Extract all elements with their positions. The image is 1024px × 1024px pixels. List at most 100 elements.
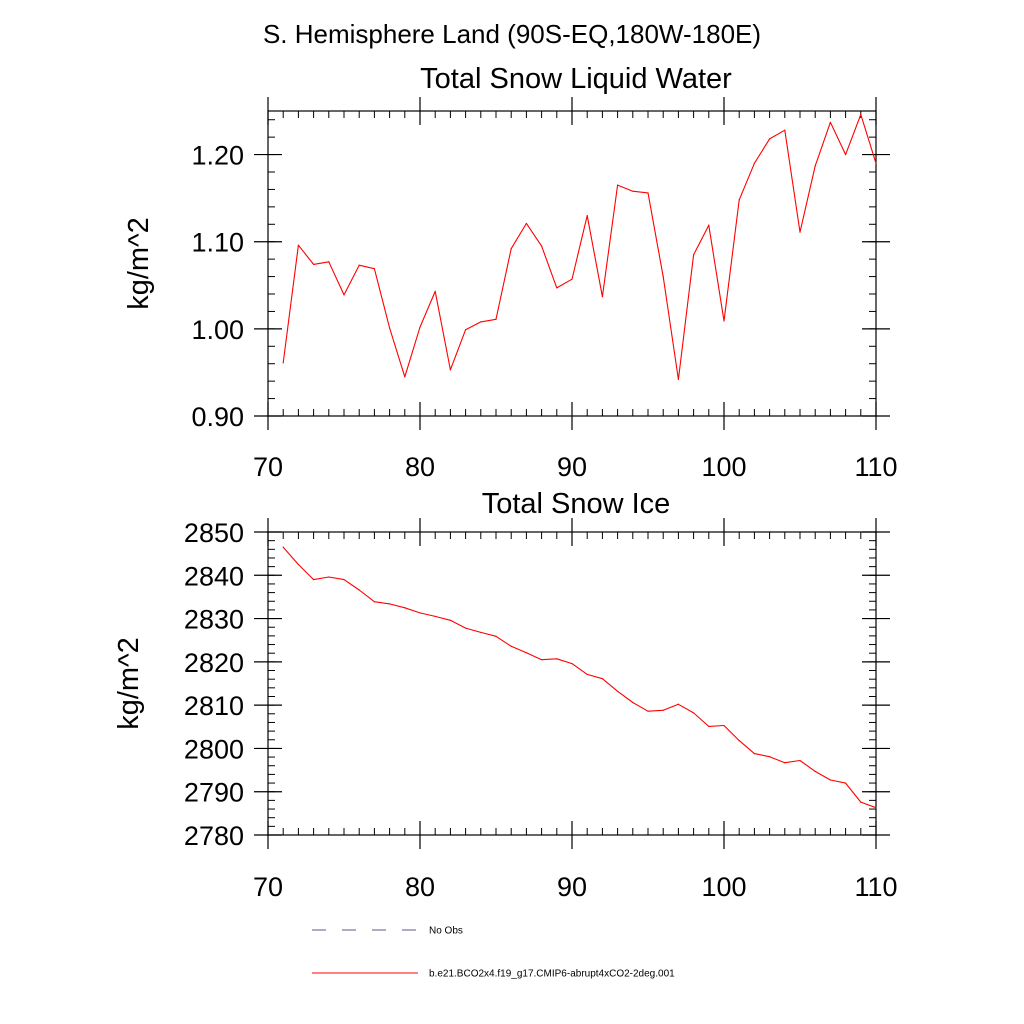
data-point xyxy=(297,563,299,566)
region-title: S. Hemisphere Land (90S-EQ,180W-180E) xyxy=(263,19,761,49)
data-point xyxy=(860,113,862,116)
data-point xyxy=(373,601,375,603)
x-tick-label: 110 xyxy=(854,872,897,902)
x-tick-label: 80 xyxy=(405,872,435,902)
data-point xyxy=(617,184,619,186)
data-point xyxy=(662,275,664,278)
panel-snow-ice: Total Snow Ice kg/m^2 2780 2790 2800 2810 2820… xyxy=(113,488,898,902)
series-line xyxy=(282,113,877,380)
y-tick-label: 1.20 xyxy=(191,141,244,171)
data-point xyxy=(525,222,528,225)
data-point xyxy=(480,631,482,634)
data-point xyxy=(845,153,847,156)
data-point xyxy=(434,290,436,292)
data-point xyxy=(677,378,680,380)
data-point xyxy=(480,321,482,323)
data-point xyxy=(784,762,786,764)
data-point xyxy=(723,724,725,727)
y-tick-label: 2790 xyxy=(184,778,244,808)
data-point xyxy=(343,294,345,296)
y-tick-label: 2780 xyxy=(184,821,244,851)
x-tick-label: 90 xyxy=(557,452,587,482)
data-point xyxy=(723,320,725,322)
data-point xyxy=(282,362,284,364)
data-point xyxy=(449,619,451,621)
chart-title: Total Snow Ice xyxy=(482,488,671,520)
data-point xyxy=(829,779,832,781)
data-point xyxy=(358,264,360,266)
y-tick-label: 2840 xyxy=(184,561,244,591)
data-point xyxy=(465,627,467,629)
y-tick-label: 2800 xyxy=(184,734,244,764)
data-point xyxy=(449,369,451,371)
data-point xyxy=(586,214,588,217)
x-tick-label: 70 xyxy=(253,872,283,902)
data-point xyxy=(875,162,877,164)
data-point xyxy=(541,245,543,247)
data-point xyxy=(510,248,512,250)
y-tick-label: 0.90 xyxy=(191,402,244,432)
series-line xyxy=(282,546,877,809)
data-point xyxy=(753,162,756,164)
data-point xyxy=(845,782,847,784)
data-point xyxy=(358,589,360,591)
data-point xyxy=(829,121,832,123)
y-tick-label: 2810 xyxy=(184,691,244,721)
data-point xyxy=(647,710,649,712)
data-point xyxy=(419,612,421,614)
data-point xyxy=(662,709,664,711)
y-tick-label: 2820 xyxy=(184,648,244,678)
data-point xyxy=(282,546,284,548)
panel-snow-liquid-water: Total Snow Liquid Water kg/m^2 0.90 1.00 1.1… xyxy=(123,63,898,482)
data-point xyxy=(389,603,391,605)
data-point xyxy=(541,659,543,661)
data-point xyxy=(708,224,710,226)
data-point xyxy=(617,690,619,692)
data-point xyxy=(647,192,649,194)
data-point xyxy=(556,658,558,660)
data-point xyxy=(525,652,528,654)
x-tick-label: 110 xyxy=(854,452,897,482)
data-point xyxy=(313,579,315,581)
data-point xyxy=(769,138,771,140)
data-point xyxy=(510,645,512,647)
legend-label-model: b.e21.BCO2x4.f19_g17.CMIP6-abrupt4xCO2-2… xyxy=(429,969,675,980)
data-point xyxy=(328,261,330,263)
chart-title: Total Snow Liquid Water xyxy=(420,63,732,95)
y-tick-label: 1.00 xyxy=(191,315,244,345)
x-tick-label: 90 xyxy=(557,872,587,902)
x-tick-label: 100 xyxy=(701,452,746,482)
data-point xyxy=(799,231,801,233)
plot-frame xyxy=(267,531,877,836)
data-point xyxy=(495,318,497,320)
data-point xyxy=(784,129,786,131)
data-point xyxy=(586,673,588,676)
data-point xyxy=(875,807,877,809)
data-point xyxy=(556,287,558,289)
legend: No Obs b.e21.BCO2x4.f19_g17.CMIP6-abrupt… xyxy=(312,926,675,980)
x-tick-label: 80 xyxy=(405,452,435,482)
data-point xyxy=(297,244,299,246)
data-point xyxy=(738,199,740,201)
data-point xyxy=(814,770,816,772)
data-point xyxy=(632,190,634,192)
data-point xyxy=(769,756,771,758)
data-point xyxy=(404,376,406,378)
data-point xyxy=(601,296,604,298)
x-tick-label: 70 xyxy=(253,452,283,482)
data-point xyxy=(419,326,421,328)
data-point xyxy=(343,579,345,581)
data-point xyxy=(632,701,634,704)
data-point xyxy=(814,165,816,167)
data-point xyxy=(373,268,375,270)
legend-label-no-obs: No Obs xyxy=(429,926,463,937)
y-tick-label: 2850 xyxy=(184,518,244,548)
data-point xyxy=(693,712,695,714)
data-point xyxy=(677,703,680,705)
y-tick-label: 1.10 xyxy=(191,228,244,258)
data-point xyxy=(571,278,573,280)
y-axis-label: kg/m^2 xyxy=(123,217,155,310)
data-point xyxy=(571,662,573,665)
data-point xyxy=(404,607,406,609)
